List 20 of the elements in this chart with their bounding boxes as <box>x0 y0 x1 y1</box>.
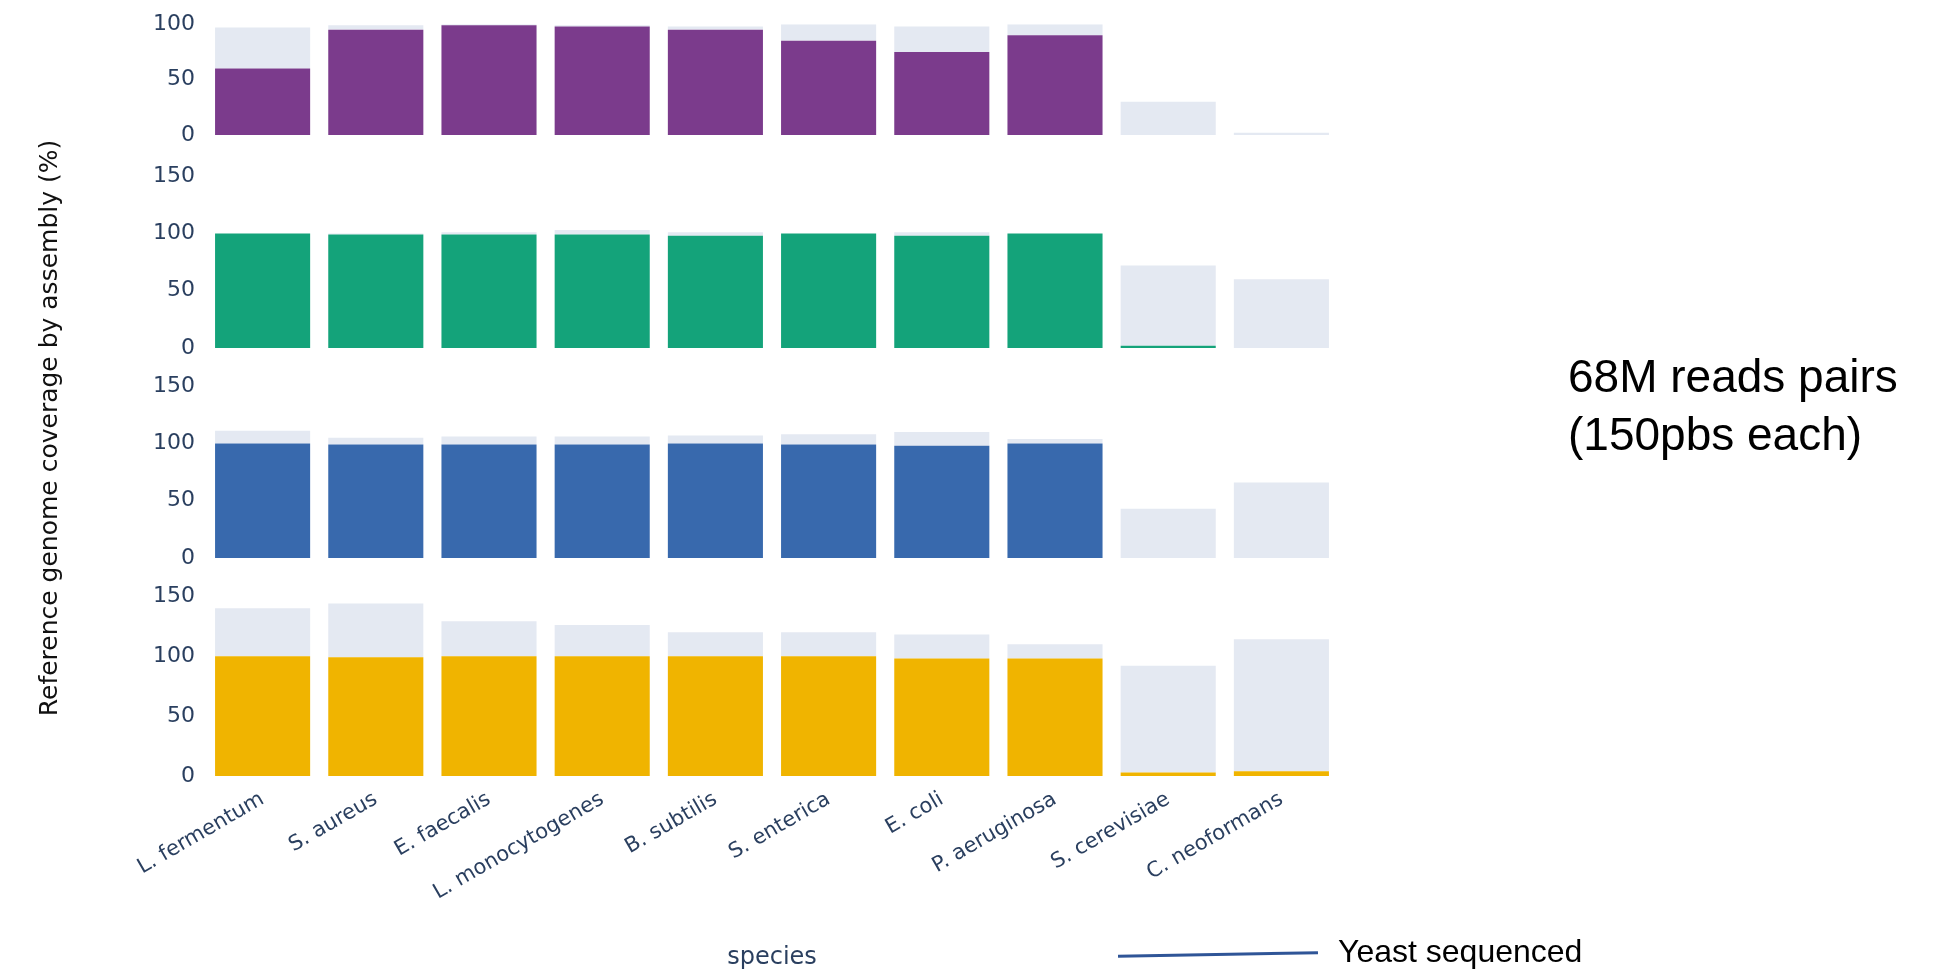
y-tick-label: 0 <box>181 543 195 569</box>
y-tick-label: 50 <box>167 276 195 302</box>
x-axis-title: species <box>727 941 817 970</box>
y-tick-label: 150 <box>153 161 195 187</box>
y-tick-label: 0 <box>181 761 195 787</box>
y-tick-label: 100 <box>153 641 195 667</box>
y-tick-label: 50 <box>167 701 195 727</box>
text: Yeast sequenced <box>1338 933 1583 970</box>
y-tick-label: 50 <box>167 65 195 91</box>
y-axis-title: Reference genome coverage by assembly (%) <box>33 139 63 717</box>
y-tick-label: 150 <box>153 371 195 397</box>
y-tick-label: 100 <box>153 219 195 245</box>
y-tick-label: 0 <box>181 333 195 359</box>
y-tick-label: 100 <box>153 9 195 35</box>
text: 68M reads pairs (150pbs each) <box>1568 349 1899 462</box>
y-tick-label: 150 <box>153 581 195 607</box>
y-tick-label: 100 <box>153 429 195 455</box>
x-tick-label: E. coli <box>880 786 948 839</box>
y-tick-label: 50 <box>167 486 195 512</box>
y-tick-label: 0 <box>181 120 195 146</box>
